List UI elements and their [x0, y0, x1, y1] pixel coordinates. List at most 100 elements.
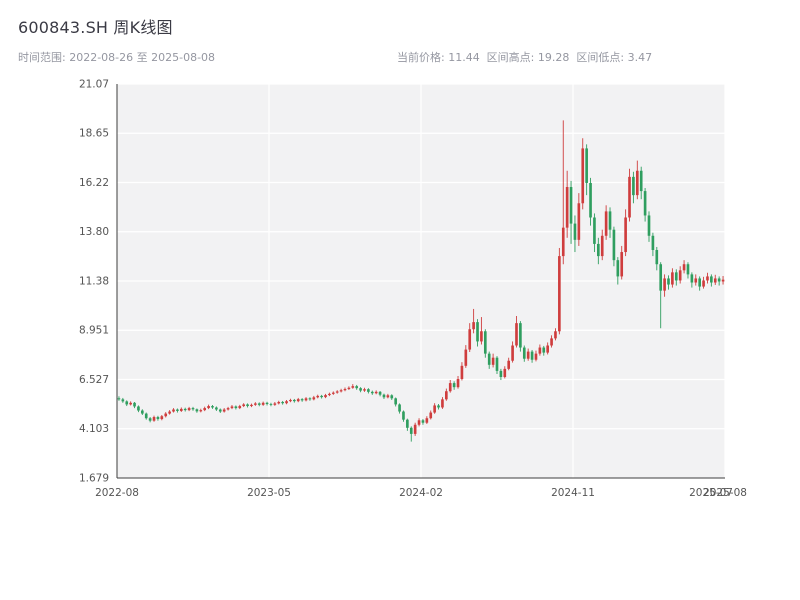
candle-body	[277, 401, 281, 404]
candle-body	[242, 404, 245, 407]
candle-body	[367, 389, 370, 392]
candle-body	[390, 395, 394, 399]
candle-body	[246, 404, 249, 407]
candle-body	[211, 406, 214, 408]
candle-body	[215, 407, 218, 410]
candle-body	[331, 392, 335, 394]
x-tick-label: 2024-11	[551, 487, 595, 499]
candle-body	[316, 395, 320, 398]
candle-body	[133, 402, 136, 407]
candle-body	[495, 357, 499, 371]
candle-body	[577, 203, 581, 240]
candle-body	[674, 272, 678, 281]
candle-body	[515, 323, 518, 346]
candle-body	[351, 386, 355, 388]
candle-body	[593, 217, 596, 244]
candle-body	[585, 148, 588, 183]
candle-body	[141, 410, 144, 414]
candle-body	[491, 357, 495, 365]
candle-body	[359, 388, 362, 391]
candle-body	[281, 401, 284, 404]
candle-body	[355, 386, 359, 389]
candle-body	[561, 227, 565, 257]
candle-body	[347, 387, 351, 389]
candle-body	[710, 276, 713, 283]
x-tick-label: 2023-05	[247, 487, 291, 499]
candle-body	[343, 388, 347, 391]
candle-body	[659, 264, 663, 291]
candle-body	[717, 278, 721, 282]
candle-body	[538, 347, 542, 354]
candle-body	[445, 391, 448, 400]
candle-body	[721, 279, 725, 282]
candle-body	[269, 404, 273, 405]
x-tick-label: 2025-08	[703, 487, 747, 499]
x-tick-label: 2025-07	[689, 487, 733, 499]
candle-body	[296, 399, 300, 402]
candle-body	[526, 351, 530, 359]
y-tick-label: 1.679	[79, 473, 109, 485]
candle-body	[468, 329, 472, 350]
candle-body	[628, 176, 631, 218]
candle-body	[558, 256, 561, 332]
candle-body	[191, 408, 195, 410]
candle-body	[121, 399, 125, 402]
candle-body	[152, 417, 156, 421]
candle-body	[203, 408, 207, 411]
candle-body	[663, 278, 666, 291]
candle-body	[363, 389, 366, 391]
candle-body	[487, 353, 491, 365]
candle-body	[655, 250, 659, 265]
candle-body	[382, 394, 386, 398]
candle-body	[452, 383, 456, 388]
candle-body	[639, 170, 643, 192]
candle-body	[293, 399, 296, 402]
candle-body	[519, 323, 522, 348]
candle-body	[409, 427, 413, 434]
candle-body	[643, 191, 647, 216]
candle-body	[433, 405, 436, 413]
candle-body	[254, 403, 257, 405]
candle-body	[125, 401, 129, 405]
candle-body	[616, 260, 620, 277]
candle-body	[374, 391, 378, 394]
candle-body	[589, 182, 592, 218]
candle-body	[678, 270, 682, 281]
candle-body	[690, 274, 694, 283]
candle-body	[394, 398, 397, 405]
candle-body	[179, 408, 183, 411]
candle-body	[324, 395, 327, 398]
candle-body	[250, 404, 253, 407]
candle-body	[667, 278, 670, 285]
candle-body	[335, 391, 339, 393]
candle-body	[686, 264, 690, 275]
candle-body	[187, 408, 191, 411]
candle-body	[534, 353, 538, 360]
candle-body	[554, 331, 557, 339]
candle-body	[312, 397, 316, 400]
candle-body	[257, 403, 261, 405]
x-tick-label: 2024-02	[399, 487, 443, 499]
candle-body	[425, 418, 429, 423]
candle-body	[398, 404, 401, 412]
candle-body	[417, 420, 421, 425]
candle-body	[160, 416, 164, 420]
candle-body	[207, 406, 210, 409]
price-stats-label: 当前价格: 11.44 区间高点: 19.28 区间低点: 3.47	[397, 51, 653, 64]
candle-body	[370, 391, 374, 394]
candle-body	[706, 276, 709, 281]
candle-body	[234, 406, 238, 409]
candle-body	[378, 391, 382, 395]
candle-body	[320, 395, 323, 398]
candle-body	[402, 411, 405, 420]
candle-body	[511, 345, 514, 361]
candle-body	[137, 406, 140, 411]
candle-body	[702, 280, 705, 287]
candle-body	[285, 401, 288, 404]
candle-body	[464, 349, 468, 366]
candle-body	[238, 406, 242, 409]
candle-body	[530, 351, 534, 360]
candle-body	[542, 347, 546, 353]
